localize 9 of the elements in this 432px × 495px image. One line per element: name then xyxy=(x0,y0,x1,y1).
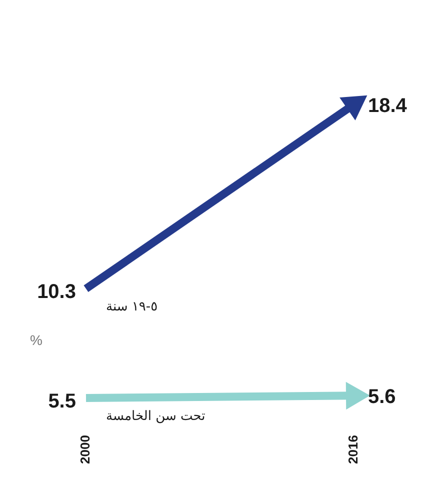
x-tick-label: 2016 xyxy=(346,435,361,464)
data-label: 5.6 xyxy=(368,386,396,408)
series-label: تحت سن الخامسة xyxy=(106,408,206,424)
y-axis-title: % xyxy=(30,332,42,348)
data-label: 10.3 xyxy=(37,281,76,304)
series-label: ٥-١٩ سنة xyxy=(106,300,158,315)
data-label: 5.5 xyxy=(48,390,76,412)
x-tick-label: 2000 xyxy=(78,435,93,464)
data-label: 18.4 xyxy=(368,94,408,117)
